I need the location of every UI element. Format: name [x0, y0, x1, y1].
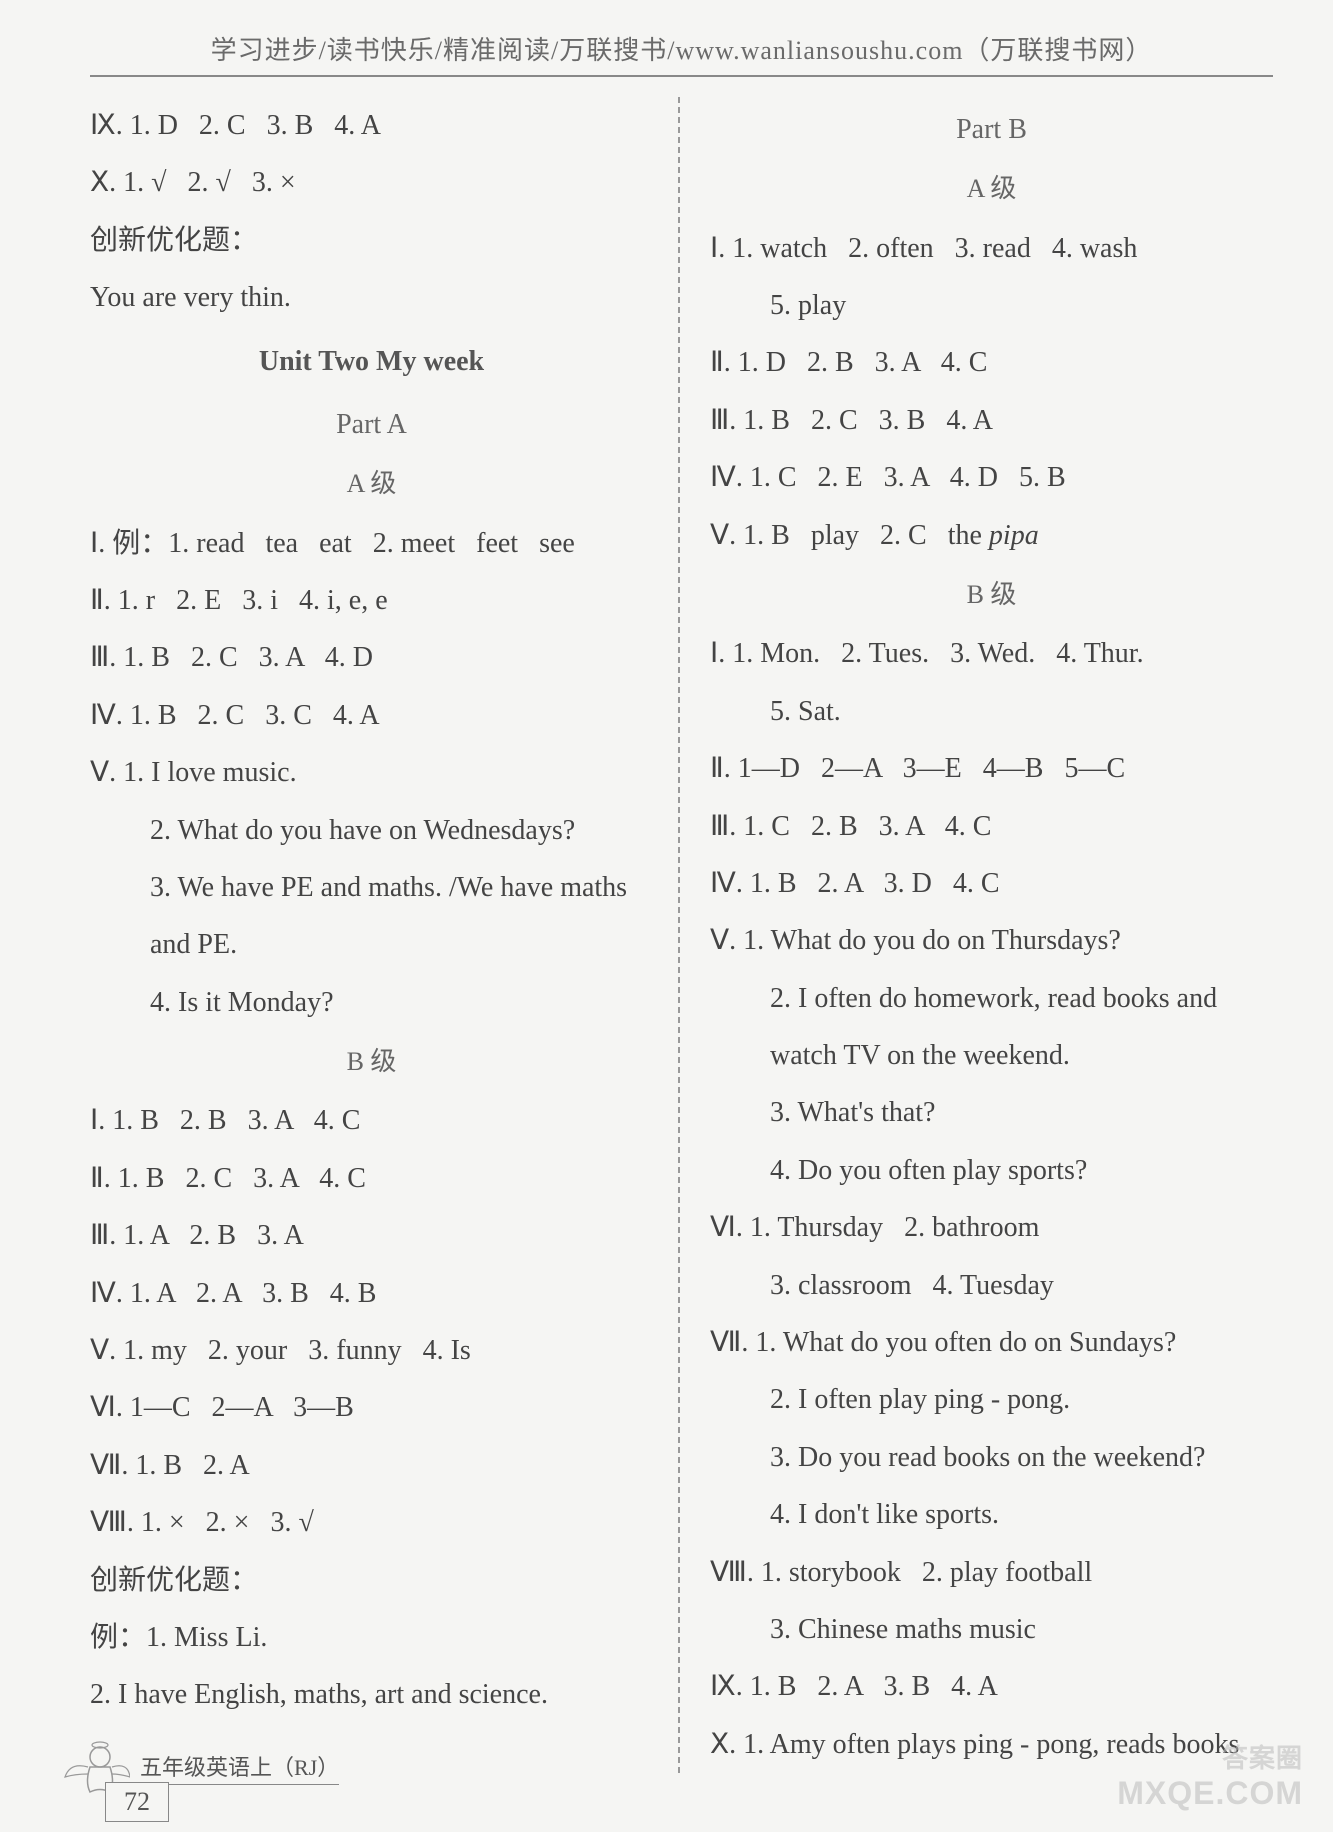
answer-line: 3. Do you read books on the weekend?	[710, 1429, 1273, 1486]
answer-line: Ⅸ. 1. B 2. A 3. B 4. A	[710, 1658, 1273, 1715]
content-area: Ⅸ. 1. D 2. C 3. B 4. A Ⅹ. 1. √ 2. √ 3. ×…	[90, 97, 1273, 1773]
level-title: B 级	[90, 1035, 653, 1088]
left-column: Ⅸ. 1. D 2. C 3. B 4. A Ⅹ. 1. √ 2. √ 3. ×…	[90, 97, 673, 1773]
page-number: 72	[105, 1782, 169, 1822]
answer-line: Ⅲ. 1. B 2. C 3. A 4. D	[90, 629, 653, 686]
answer-line: 2. What do you have on Wednesdays?	[90, 802, 653, 859]
watermark-cn: 答案圈	[1117, 1738, 1303, 1775]
answer-line: 3. Chinese maths music	[710, 1601, 1273, 1658]
answer-line: Ⅱ. 1. D 2. B 3. A 4. C	[710, 334, 1273, 391]
answer-line: Ⅰ. 例：1. read tea eat 2. meet feet see	[90, 515, 653, 572]
page-footer: 五年级英语上（RJ）	[60, 1732, 339, 1802]
column-divider	[678, 97, 680, 1773]
answer-line: Ⅷ. 1. storybook 2. play football	[710, 1544, 1273, 1601]
answer-line: 2. I often play ping - pong.	[710, 1371, 1273, 1428]
answer-line: You are very thin.	[90, 269, 653, 326]
answer-line: 4. Is it Monday?	[90, 974, 653, 1031]
answer-line: Ⅳ. 1. B 2. A 3. D 4. C	[710, 855, 1273, 912]
answer-line: 5. play	[710, 277, 1273, 334]
answer-line: Ⅱ. 1—D 2—A 3—E 4—B 5—C	[710, 740, 1273, 797]
answer-line: Ⅵ. 1. Thursday 2. bathroom	[710, 1199, 1273, 1256]
level-title: A 级	[90, 457, 653, 510]
answer-line: 3. We have PE and maths. /We have maths	[90, 859, 653, 916]
answer-line: Ⅴ. 1. I love music.	[90, 744, 653, 801]
answer-line: Ⅳ. 1. A 2. A 3. B 4. B	[90, 1265, 653, 1322]
answer-line: Ⅰ. 1. watch 2. often 3. read 4. wash	[710, 220, 1273, 277]
answer-line: Ⅴ. 1. B play 2. C the pipa	[710, 507, 1273, 564]
right-column: Part B A 级 Ⅰ. 1. watch 2. often 3. read …	[685, 97, 1273, 1773]
answer-line: Ⅲ. 1. C 2. B 3. A 4. C	[710, 798, 1273, 855]
page-header: 学习进步/读书快乐/精准阅读/万联搜书/www.wanliansoushu.co…	[90, 30, 1273, 77]
answer-line: Ⅱ. 1. B 2. C 3. A 4. C	[90, 1150, 653, 1207]
answer-line: Ⅳ. 1. B 2. C 3. C 4. A	[90, 687, 653, 744]
answer-line: Ⅰ. 1. B 2. B 3. A 4. C	[90, 1092, 653, 1149]
answer-line: Ⅶ. 1. What do you often do on Sundays?	[710, 1314, 1273, 1371]
answer-line: Ⅱ. 1. r 2. E 3. i 4. i, e, e	[90, 572, 653, 629]
answer-line: Ⅴ. 1. my 2. your 3. funny 4. Is	[90, 1322, 653, 1379]
answer-line: Ⅸ. 1. D 2. C 3. B 4. A	[90, 97, 653, 154]
answer-line: 3. classroom 4. Tuesday	[710, 1257, 1273, 1314]
answer-line: Ⅹ. 1. √ 2. √ 3. ×	[90, 154, 653, 211]
part-title: Part A	[90, 396, 653, 453]
answer-line: 2. I have English, maths, art and scienc…	[90, 1666, 653, 1723]
unit-title: Unit Two My week	[90, 333, 653, 390]
level-title: B 级	[710, 568, 1273, 621]
answer-line: 5. Sat.	[710, 683, 1273, 740]
answer-line: Ⅶ. 1. B 2. A	[90, 1437, 653, 1494]
watermark: 答案圈 MXQE.COM	[1117, 1738, 1303, 1812]
part-title: Part B	[710, 101, 1273, 158]
footer-grade: 五年级英语上（RJ）	[140, 1750, 339, 1785]
answer-line: Ⅳ. 1. C 2. E 3. A 4. D 5. B	[710, 449, 1273, 506]
level-title: A 级	[710, 162, 1273, 215]
answer-line: and PE.	[90, 916, 653, 973]
section-label: 创新优化题：	[90, 1552, 653, 1609]
answer-line: 4. Do you often play sports?	[710, 1142, 1273, 1199]
section-label: 创新优化题：	[90, 212, 653, 269]
answer-line: 3. What's that?	[710, 1084, 1273, 1141]
answer-line: Ⅵ. 1—C 2—A 3—B	[90, 1379, 653, 1436]
answer-line: Ⅷ. 1. × 2. × 3. √	[90, 1494, 653, 1551]
answer-line: Ⅴ. 1. What do you do on Thursdays?	[710, 912, 1273, 969]
answer-line: 例：1. Miss Li.	[90, 1609, 653, 1666]
answer-line: Ⅰ. 1. Mon. 2. Tues. 3. Wed. 4. Thur.	[710, 625, 1273, 682]
answer-line: 2. I often do homework, read books and	[710, 970, 1273, 1027]
answer-line: Ⅲ. 1. A 2. B 3. A	[90, 1207, 653, 1264]
answer-line: 4. I don't like sports.	[710, 1486, 1273, 1543]
watermark-en: MXQE.COM	[1117, 1775, 1303, 1811]
answer-line: watch TV on the weekend.	[710, 1027, 1273, 1084]
answer-line: Ⅲ. 1. B 2. C 3. B 4. A	[710, 392, 1273, 449]
